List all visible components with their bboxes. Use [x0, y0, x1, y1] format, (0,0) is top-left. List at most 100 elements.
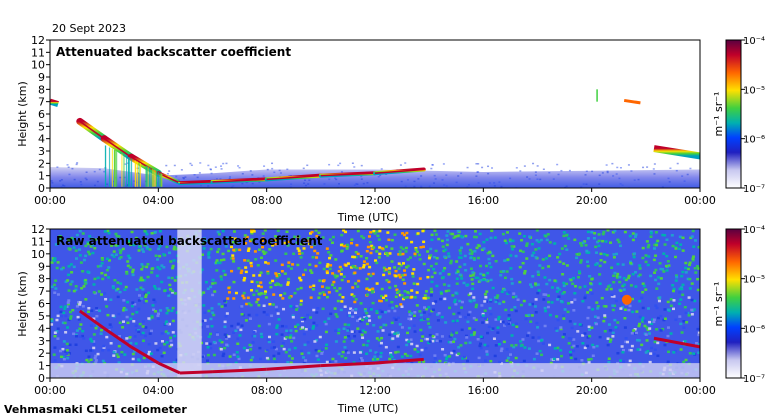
raw-backscatter-speck — [320, 348, 324, 352]
raw-backscatter-speck — [404, 246, 408, 250]
backscatter-speck — [568, 169, 571, 172]
raw-backscatter-speck — [295, 241, 299, 245]
raw-backscatter-speck — [343, 305, 347, 308]
raw-backscatter-speck — [130, 230, 134, 234]
raw-backscatter-speck — [510, 344, 514, 347]
raw-backscatter-speck — [347, 323, 351, 327]
raw-backscatter-speck — [72, 246, 76, 249]
backscatter-speck — [441, 179, 444, 181]
raw-backscatter-speck — [257, 303, 261, 307]
raw-backscatter-speck — [312, 321, 316, 325]
raw-backscatter-speck — [114, 232, 118, 236]
raw-backscatter-speck — [117, 312, 121, 316]
raw-backscatter-speck — [431, 302, 435, 305]
raw-backscatter-speck — [303, 317, 307, 321]
raw-backscatter-speck — [300, 349, 304, 353]
raw-backscatter-speck — [128, 256, 132, 260]
raw-backscatter-speck — [549, 361, 553, 365]
raw-backscatter-speck — [570, 345, 574, 349]
raw-backscatter-speck — [559, 349, 563, 352]
raw-backscatter-speck — [675, 241, 679, 245]
raw-backscatter-speck — [125, 315, 129, 319]
raw-backscatter-speck — [588, 274, 592, 278]
raw-backscatter-speck — [104, 273, 108, 277]
raw-backscatter-speck — [495, 296, 499, 299]
raw-backscatter-speck — [266, 272, 270, 275]
raw-backscatter-speck — [572, 338, 576, 341]
raw-backscatter-speck — [645, 240, 649, 243]
raw-backscatter-speck — [591, 354, 595, 357]
raw-backscatter-speck — [92, 291, 96, 294]
raw-backscatter-speck — [150, 271, 154, 274]
raw-backscatter-speck — [296, 263, 300, 267]
raw-backscatter-speck — [509, 361, 513, 364]
raw-backscatter-speck — [434, 361, 438, 365]
raw-backscatter-speck — [299, 286, 303, 290]
raw-backscatter-speck — [606, 337, 610, 340]
raw-backscatter-speck — [561, 273, 565, 276]
raw-backscatter-speck — [63, 321, 67, 325]
raw-backscatter-speck — [496, 294, 500, 297]
raw-backscatter-speck — [352, 255, 356, 259]
raw-backscatter-speck — [230, 245, 234, 249]
raw-backscatter-speck — [539, 339, 543, 342]
backscatter-speck — [335, 178, 338, 181]
raw-backscatter-speck — [459, 344, 463, 347]
raw-backscatter-speck — [590, 231, 594, 234]
raw-backscatter-speck — [141, 265, 145, 268]
raw-backscatter-speck — [254, 258, 258, 261]
raw-backscatter-speck — [641, 282, 645, 285]
raw-backscatter-speck — [150, 329, 154, 333]
raw-backscatter-speck — [530, 254, 534, 257]
raw-backscatter-speck — [574, 284, 578, 288]
raw-backscatter-speck — [497, 315, 501, 319]
raw-backscatter-speck — [212, 340, 216, 344]
raw-backscatter-speck — [378, 299, 382, 303]
raw-backscatter-speck — [350, 330, 354, 333]
raw-backscatter-speck — [86, 310, 90, 314]
raw-backscatter-speck — [442, 283, 446, 286]
raw-backscatter-speck — [116, 281, 120, 284]
raw-backscatter-speck — [529, 283, 533, 286]
raw-backscatter-speck — [641, 256, 645, 260]
y-tick-label: 3 — [38, 335, 45, 348]
raw-backscatter-speck — [631, 272, 635, 276]
raw-backscatter-speck — [130, 304, 134, 308]
date-label: 20 Sept 2023 — [52, 22, 126, 35]
raw-backscatter-speck — [511, 248, 515, 251]
raw-backscatter-speck — [268, 281, 272, 285]
raw-backscatter-speck — [397, 290, 401, 293]
backscatter-speck — [536, 178, 539, 180]
raw-backscatter-speck — [507, 322, 511, 326]
raw-backscatter-speck — [439, 290, 443, 294]
raw-backscatter-speck — [334, 360, 338, 363]
raw-backscatter-speck — [403, 290, 407, 293]
raw-backscatter-speck — [255, 313, 259, 317]
raw-backscatter-speck — [96, 352, 100, 356]
raw-backscatter-speck — [125, 272, 129, 275]
raw-backscatter-speck — [138, 294, 142, 297]
raw-backscatter-speck — [257, 292, 261, 296]
raw-backscatter-speck — [376, 234, 380, 238]
raw-backscatter-speck — [415, 291, 419, 294]
raw-backscatter-speck — [306, 313, 310, 317]
raw-backscatter-speck — [641, 290, 645, 294]
raw-backscatter-speck — [672, 287, 676, 291]
raw-backscatter-speck — [645, 326, 649, 329]
raw-backscatter-speck — [581, 299, 585, 303]
raw-backscatter-speck — [520, 238, 524, 242]
raw-backscatter-speck — [215, 269, 219, 272]
raw-backscatter-speck — [558, 260, 562, 264]
raw-backscatter-speck — [637, 339, 641, 342]
raw-backscatter-speck — [300, 251, 304, 255]
raw-backscatter-speck — [638, 264, 642, 267]
raw-backscatter-speck — [67, 265, 71, 268]
raw-backscatter-speck — [606, 285, 610, 288]
raw-backscatter-speck — [419, 328, 423, 332]
raw-backscatter-speck — [341, 295, 345, 299]
raw-backscatter-speck — [68, 310, 72, 314]
raw-backscatter-speck — [141, 339, 145, 343]
raw-backscatter-speck — [393, 266, 397, 269]
colorbar: m⁻¹ sr⁻¹ 10⁻⁴10⁻⁵10⁻⁶10⁻⁷ — [712, 36, 765, 195]
raw-backscatter-speck — [367, 235, 371, 238]
